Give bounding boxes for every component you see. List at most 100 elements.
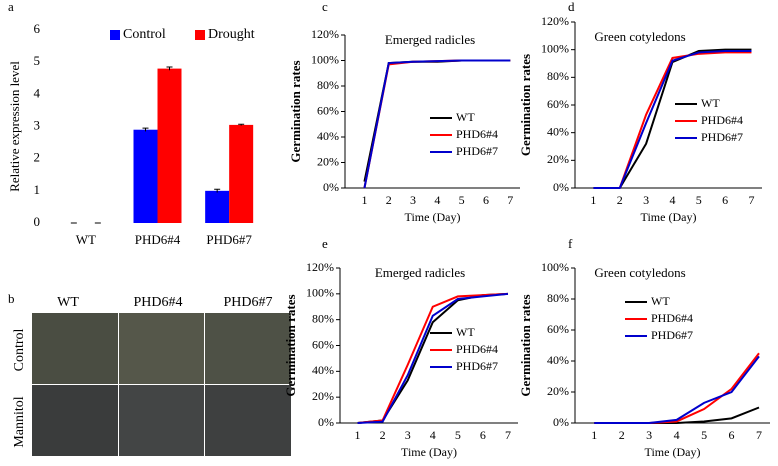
x-tick-label: 4 <box>669 193 675 207</box>
y-tick-label: 40% <box>317 129 339 143</box>
photo <box>119 385 204 456</box>
x-tick-label: 5 <box>701 428 707 442</box>
y-axis-label: Relative expression level <box>7 61 22 192</box>
y-tick-label: 5 <box>34 53 41 68</box>
x-tick-label: 1 <box>355 428 361 442</box>
bar <box>205 190 230 223</box>
error-bar <box>142 127 149 132</box>
panel-label: e <box>322 236 328 251</box>
x-tick-label: 5 <box>459 193 465 207</box>
panel-label: b <box>8 291 15 306</box>
photo <box>32 385 118 456</box>
legend-label: PHD6#4 <box>701 113 743 127</box>
error-bar <box>166 66 173 71</box>
x-tick-label: 5 <box>455 428 461 442</box>
y-tick-label: 0 <box>34 214 41 229</box>
x-tick-label: 1 <box>361 193 367 207</box>
y-tick-label: 0% <box>323 180 339 194</box>
y-tick-label: 60% <box>317 103 339 117</box>
x-tick-label: 7 <box>507 193 513 207</box>
x-tick-label: 7 <box>748 193 754 207</box>
y-tick-label: 3 <box>34 117 41 132</box>
x-tick-label: 7 <box>505 428 511 442</box>
photo-column-label: PHD6#7 <box>223 295 272 310</box>
y-tick-label: 80% <box>317 78 339 92</box>
y-tick-label: 0% <box>318 415 334 429</box>
series-line <box>594 355 760 424</box>
x-axis-label: Time (Day) <box>641 210 697 224</box>
x-tick-label: 3 <box>405 428 411 442</box>
bar <box>229 124 254 223</box>
legend-label: Drought <box>208 27 255 42</box>
legend-label: PHD6#7 <box>701 130 743 144</box>
photo <box>205 313 291 384</box>
y-axis-label: Germination rates <box>518 294 533 396</box>
panel-label: a <box>8 0 14 14</box>
x-axis-label: Time (Day) <box>645 445 701 459</box>
photo-column-label: WT <box>57 295 79 310</box>
y-tick-label: 0% <box>553 180 569 194</box>
y-tick-label: 80% <box>547 291 569 305</box>
legend-label: PHD6#4 <box>456 127 498 141</box>
panel-label: f <box>568 236 573 251</box>
series-line <box>363 59 511 189</box>
y-tick-label: 40% <box>547 353 569 367</box>
x-tick-label: 2 <box>380 428 386 442</box>
chart-title: Emerged radicles <box>375 265 465 280</box>
x-tick-label: 2 <box>386 193 392 207</box>
y-tick-label: 20% <box>547 152 569 166</box>
x-tick-label: 2 <box>619 428 625 442</box>
y-tick-label: 100% <box>306 286 334 300</box>
y-tick-label: 6 <box>34 21 41 36</box>
legend-label: WT <box>701 96 720 110</box>
legend-swatch <box>110 30 120 40</box>
y-tick-label: 20% <box>317 154 339 168</box>
y-tick-label: 0% <box>553 415 569 429</box>
y-tick-label: 80% <box>547 69 569 83</box>
chart-title: Emerged radicles <box>385 32 475 47</box>
x-tick-label: PHD6#7 <box>206 232 252 247</box>
y-tick-label: 120% <box>311 27 339 41</box>
chart-title: Green cotyledons <box>594 29 685 44</box>
legend-label: PHD6#7 <box>456 144 498 158</box>
x-tick-label: 5 <box>696 193 702 207</box>
y-tick-label: 120% <box>541 14 569 28</box>
x-tick-label: 1 <box>591 428 597 442</box>
y-tick-label: 60% <box>547 322 569 336</box>
photo-panel: b WT PHD6#4 PHD6#7 Control Mannitol <box>8 291 291 456</box>
y-tick-label: 100% <box>541 260 569 274</box>
y-tick-label: 20% <box>312 389 334 403</box>
panel-label: c <box>322 0 328 14</box>
y-tick-label: 1 <box>34 182 41 197</box>
y-tick-label: 40% <box>547 124 569 138</box>
legend-label: Control <box>123 27 166 42</box>
x-axis-label: Time (Day) <box>405 210 461 224</box>
y-tick-label: 60% <box>312 337 334 351</box>
photo-column-label: PHD6#4 <box>133 295 182 310</box>
x-tick-label: 4 <box>430 428 436 442</box>
x-tick-label: 3 <box>643 193 649 207</box>
legend-label: WT <box>456 325 475 339</box>
photo <box>32 313 118 384</box>
y-tick-label: 60% <box>547 97 569 111</box>
legend-label: WT <box>456 110 475 124</box>
photo <box>205 385 291 456</box>
y-axis-label: Germination rates <box>518 54 533 156</box>
x-tick-label: 4 <box>674 428 680 442</box>
y-axis-label: Germination rates <box>288 60 303 162</box>
y-tick-label: 120% <box>306 260 334 274</box>
series-line <box>357 292 509 424</box>
x-tick-label: 6 <box>480 428 486 442</box>
x-tick-label: 2 <box>617 193 623 207</box>
y-axis-label: Germination rates <box>283 294 298 396</box>
x-tick-label: PHD6#4 <box>135 232 181 247</box>
series-line <box>593 50 752 189</box>
error-bar <box>238 123 245 126</box>
legend-label: PHD6#4 <box>456 342 498 356</box>
legend-label: PHD6#7 <box>456 359 498 373</box>
error-bar <box>214 188 221 193</box>
photo <box>119 313 204 384</box>
y-tick-label: 2 <box>34 150 41 165</box>
legend-label: PHD6#7 <box>651 328 693 342</box>
